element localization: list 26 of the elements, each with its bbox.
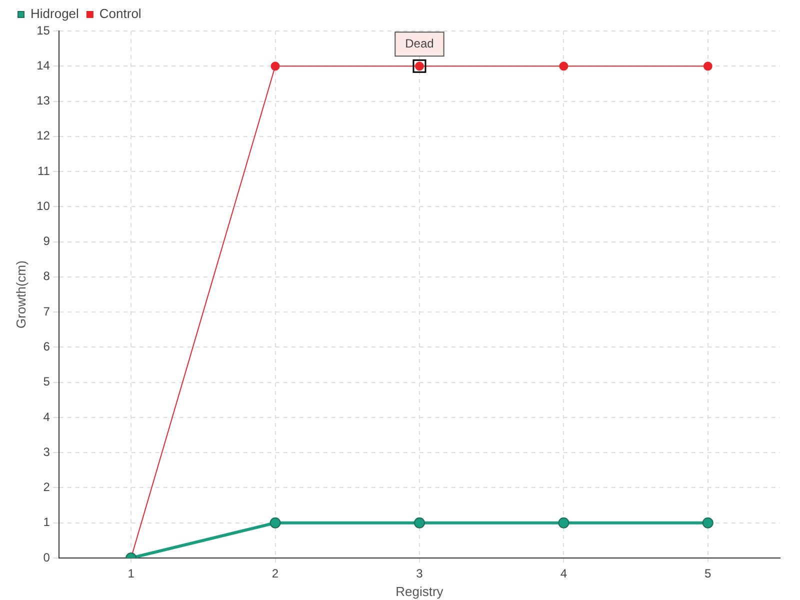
x-tick-label: 2 [272,566,279,581]
y-tick-label: 9 [43,234,50,248]
x-tick-label: 3 [416,566,424,581]
y-tick-label: 6 [43,340,50,354]
x-axis-title: Registry [396,584,444,599]
y-tick-label: 12 [36,128,50,143]
legend-label: Control [99,6,142,22]
annotation: Dead [405,36,434,50]
y-tick-label: 2 [43,480,50,494]
legend-label: Hidrogel [30,6,80,22]
x-tick-label: 1 [128,566,135,581]
y-tick-label: 10 [36,198,50,213]
y-tick-label: 3 [43,444,50,459]
x-tick-label: 4 [560,566,568,581]
y-tick-label: 15 [36,23,50,38]
y-tick-label: 5 [43,374,50,389]
x-tick-label: 5 [704,566,712,581]
y-tick-label: 14 [36,58,50,72]
y-tick-label: 7 [43,304,50,318]
y-tick-label: 11 [37,164,50,178]
y-tick-label: 0 [43,550,50,564]
y-tick-label: 8 [43,269,50,284]
y-axis-title: Growth(cm) [13,260,28,328]
y-tick-label: 4 [43,410,50,424]
y-tick-label: 13 [36,94,50,108]
y-tick-label: 1 [43,515,50,530]
